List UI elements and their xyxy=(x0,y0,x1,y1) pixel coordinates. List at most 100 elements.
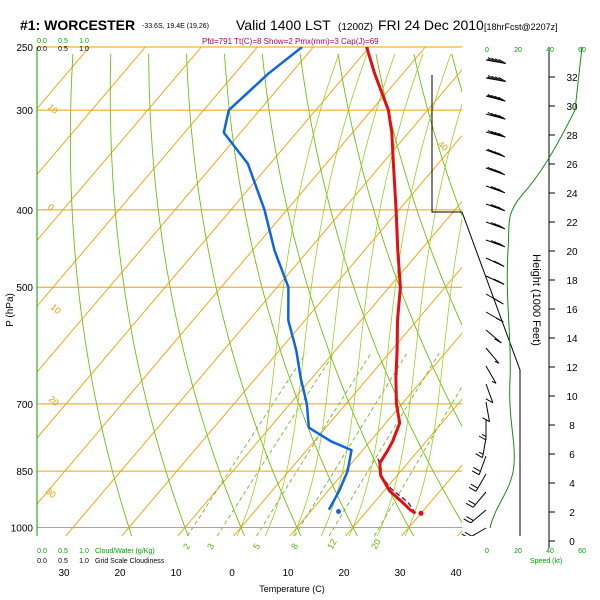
dry-adiabat-line xyxy=(490,54,600,536)
height-tick-label: 2 xyxy=(569,508,575,519)
mixing-ratio-lines xyxy=(187,353,462,536)
height-tick-label: 8 xyxy=(569,421,575,432)
height-tick-label: 22 xyxy=(566,218,578,229)
temperature-tick-label: 10 xyxy=(170,568,182,579)
mixing-ratio-line xyxy=(216,353,335,536)
title-station: #1: WORCESTER xyxy=(20,17,135,33)
pressure-tick-label: 1000 xyxy=(11,523,34,534)
height-tick-label: 16 xyxy=(566,305,578,316)
speed-tick-top: 40 xyxy=(546,47,554,54)
wind-barb xyxy=(485,329,502,344)
cloudiness-tick: 0.5 xyxy=(58,46,68,53)
wind-barb xyxy=(485,293,504,305)
mixing-ratio-label: 8 xyxy=(289,542,300,551)
pressure-tick-labels: 250 300 400 500 700 850 1000 xyxy=(11,43,34,534)
wind-barb xyxy=(482,401,490,423)
mixing-ratio-line xyxy=(374,385,462,536)
moist-adiabat-line xyxy=(404,217,462,536)
wind-barb xyxy=(465,491,487,508)
wind-barb xyxy=(485,239,506,248)
pressure-tick-label: 300 xyxy=(16,106,33,117)
temperature-line xyxy=(365,47,417,515)
wind-barb xyxy=(485,221,506,230)
wind-barb xyxy=(468,473,487,492)
dewpoint-line xyxy=(222,47,353,511)
temperature-tick-label: 10 xyxy=(282,568,294,579)
wind-barb xyxy=(485,75,506,82)
dry-adiabat-line xyxy=(413,53,462,217)
wind-speed-profile xyxy=(489,46,583,529)
height-tick-label: 18 xyxy=(566,276,578,287)
cloudiness-tick: 0.0 xyxy=(37,46,47,53)
height-axis-label: Height (1000 Feet) xyxy=(530,254,542,346)
dry-adiabat-line xyxy=(451,53,462,94)
temperature-tick-label: 0 xyxy=(229,568,235,579)
mixing-ratio-line xyxy=(328,353,440,536)
temperature-tick-label: 30 xyxy=(58,568,70,579)
adiabat-label: 10 xyxy=(49,302,63,316)
dry-adiabat-lines xyxy=(69,53,600,536)
speed-tick-top: 20 xyxy=(514,47,522,54)
isotherm-line xyxy=(37,47,426,505)
wind-barb xyxy=(485,347,500,364)
speed-tick-bottom: 20 xyxy=(514,548,522,555)
isobar-lines xyxy=(37,46,462,528)
tropopause-boundary xyxy=(431,75,521,536)
speed-tick-bottom: 60 xyxy=(578,548,586,555)
isotherm-line xyxy=(345,398,462,536)
dry-adiabat-line xyxy=(69,53,133,536)
title-forecast: [18hrFcst@2207z] xyxy=(484,22,558,32)
dry-adiabat-line xyxy=(186,53,302,536)
wind-barb xyxy=(485,166,506,176)
pressure-tick-label: 500 xyxy=(16,283,33,294)
speed-tick-top: 0 xyxy=(485,47,489,54)
wind-barbs xyxy=(461,57,506,536)
wind-speed-axis: 0 20 40 600 20 40 60 Speed (kt) xyxy=(485,47,586,565)
wind-barb xyxy=(485,383,494,404)
pressure-tick-label: 400 xyxy=(16,206,33,217)
cloudiness-tick: 0.5 xyxy=(58,558,68,565)
moist-adiabat-line xyxy=(320,53,424,536)
wind-barb xyxy=(485,203,506,212)
moist-adiabat-line xyxy=(376,103,462,536)
pressure-tick-label: 700 xyxy=(16,400,33,411)
height-tick-label: 24 xyxy=(566,189,578,200)
wind-barb xyxy=(478,420,487,441)
cloudiness-tick: 1.0 xyxy=(79,46,89,53)
moist-adiabat-line xyxy=(292,53,396,536)
cloud-water-tick: 0.0 xyxy=(37,38,47,45)
height-tick-label: 32 xyxy=(566,73,578,84)
isotherm-line xyxy=(233,266,462,536)
title-valid: Valid 1400 LST xyxy=(236,17,331,33)
surface-marker xyxy=(418,510,424,516)
cloud-water-tick: 0.5 xyxy=(58,548,68,555)
dry-adiabat-line xyxy=(109,53,189,536)
mixing-ratio-labels: 2 3 5 8 12 20 xyxy=(181,537,383,551)
dry-adiabat-line xyxy=(337,53,462,428)
height-tick-label: 10 xyxy=(566,392,578,403)
dewpoint-profile xyxy=(222,47,353,511)
wind-barb xyxy=(485,257,505,267)
pressure-axis-label: P (hPa) xyxy=(5,293,16,327)
speed-tick-bottom: 40 xyxy=(546,548,554,555)
adiabat-labels: 10 0 10 20 30 40 xyxy=(44,102,450,500)
surface-marker xyxy=(336,508,342,514)
isotherm-line xyxy=(37,47,258,307)
cloudiness-tick: 1.0 xyxy=(79,558,89,565)
height-tick-label: 30 xyxy=(566,102,578,113)
temperature-tick-label: 30 xyxy=(394,568,406,579)
adiabat-label: 10 xyxy=(46,102,60,116)
adiabat-label: 40 xyxy=(436,139,450,153)
adiabat-label: 30 xyxy=(44,486,58,500)
height-tick-label: 14 xyxy=(566,334,578,345)
temperature-axis-label: Temperature (C) xyxy=(259,584,325,594)
title-date: FRI 24 Dec 2010 xyxy=(378,17,484,33)
mixing-ratio-line xyxy=(187,353,307,536)
height-tick-label: 4 xyxy=(569,479,575,490)
temperature-profile xyxy=(365,47,417,515)
cloud-legends: Cloud/Water (g/Kg) Grid Scale Cloudiness… xyxy=(37,38,165,565)
moist-adiabat-line xyxy=(348,53,452,536)
chart-title: #1: WORCESTER -33.6S, 19.4E (19,26) Vali… xyxy=(20,17,558,33)
moist-adiabat-line xyxy=(264,53,368,536)
dry-adiabat-line xyxy=(224,53,358,536)
